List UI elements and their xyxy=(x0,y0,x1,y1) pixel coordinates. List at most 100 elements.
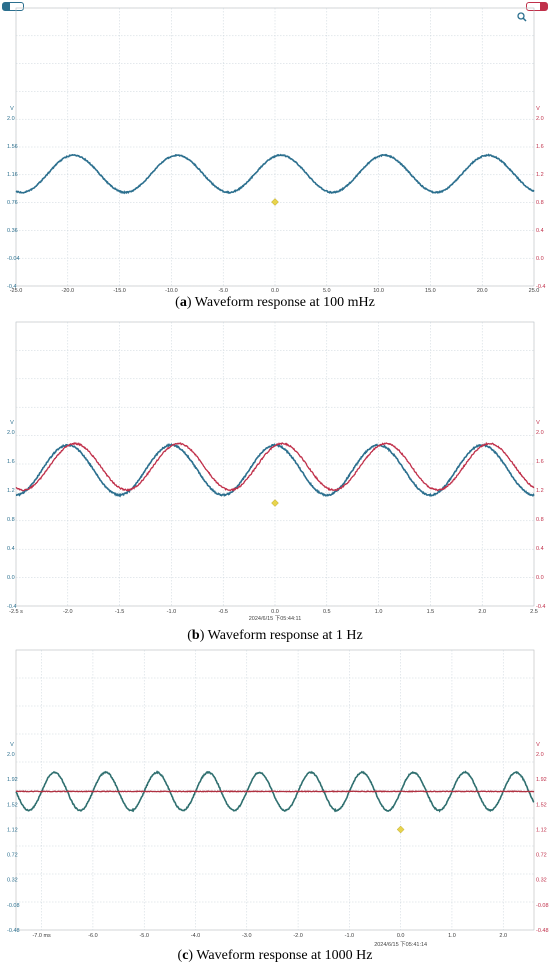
y-left-tick-label: 0.4 xyxy=(7,546,15,552)
x-tick-label: -1.0 xyxy=(167,609,176,615)
caption-c-text: Waveform response at 1000 Hz xyxy=(196,948,372,963)
caption-c: (c) Waveform response at 1000 Hz xyxy=(0,948,550,964)
x-tick-label: 0.0 xyxy=(397,933,405,939)
y-right-tick-label: 0.0 xyxy=(536,256,544,262)
y-right-tick-label: 1.6 xyxy=(536,144,544,150)
x-tick-label: 20.0 xyxy=(477,288,488,294)
y-left-unit: V xyxy=(10,106,14,112)
waveform-chart-b: -2.5 s -2.0 -1.5 -1.0 -0.5 0.0 0.5 1.0 1.5 2.0 2.5… xyxy=(0,320,550,620)
x-tick-label: 0.5 xyxy=(323,609,331,615)
x-tick-label: 1.0 xyxy=(375,609,383,615)
y-right-tick-label: 0.0 xyxy=(536,575,544,581)
y-left-tick-label: -0.4 xyxy=(7,284,16,290)
trigger-marker[interactable] xyxy=(272,199,279,206)
chart-panel-b: -2.5 s -2.0 -1.5 -1.0 -0.5 0.0 0.5 1.0 1.5 2.0 2.5… xyxy=(0,320,550,650)
x-tick-label: -1.5 xyxy=(115,609,124,615)
timestamp-label: 2024/6/15 下05:41:14 xyxy=(374,941,427,948)
y-right-unit: V xyxy=(536,420,540,426)
y-right-tick-label: 0.4 xyxy=(536,546,544,552)
x-tick-label: 5.0 xyxy=(323,288,331,294)
y-left-tick-label: 1.16 xyxy=(7,172,18,178)
x-tick-label: 0.0 xyxy=(271,609,279,615)
y-left-tick-label: -0.04 xyxy=(7,256,20,262)
y-left-tick-label: 0.32 xyxy=(7,878,18,884)
x-tick-label: -2.0 xyxy=(63,609,72,615)
y-right-tick-label: 2.0 xyxy=(536,116,544,122)
y-right-unit: V xyxy=(536,106,540,112)
y-right-tick-label: 0.32 xyxy=(536,878,547,884)
caption-b-text: Waveform response at 1 Hz xyxy=(208,628,363,643)
y-right-tick-label: 0.4 xyxy=(536,228,544,234)
y-right-tick-label: 0.8 xyxy=(536,200,544,206)
y-right-tick-label: 0.72 xyxy=(536,853,547,859)
y-right-tick-label: 1.12 xyxy=(536,827,547,833)
x-tick-label: -6.0 xyxy=(88,933,97,939)
y-left-tick-label: 0.8 xyxy=(7,517,15,523)
y-left-tick-label: 0.76 xyxy=(7,200,18,206)
y-left-tick-label: 0.72 xyxy=(7,853,18,859)
y-right-tick-label: 1.6 xyxy=(536,459,544,465)
caption-b-label: b xyxy=(192,628,200,643)
x-tick-label: -5.0 xyxy=(218,288,227,294)
y-right-tick-label: -0.4 xyxy=(536,284,545,290)
y-left-tick-label: -0.08 xyxy=(7,903,20,909)
y-left-tick-label: 2.0 xyxy=(7,752,15,758)
y-right-tick-label: 0.8 xyxy=(536,517,544,523)
x-tick-label: -10.0 xyxy=(165,288,178,294)
x-tick-label: -15.0 xyxy=(113,288,126,294)
trigger-marker[interactable] xyxy=(397,826,404,833)
series-line-2 xyxy=(16,791,534,792)
x-tick-label: 0.0 xyxy=(271,288,279,294)
y-right-tick-label: 1.92 xyxy=(536,777,547,783)
chart-panel-a: -25.0 -20.0 -15.0 -10.0 -5.0 0.0 5.0 10.0 15.0 20… xyxy=(0,0,550,320)
y-left-unit: V xyxy=(10,420,14,426)
caption-b: (b) Waveform response at 1 Hz xyxy=(0,628,550,644)
x-tick-label: 15.0 xyxy=(425,288,436,294)
y-right-tick-label: 1.2 xyxy=(536,172,544,178)
y-right-tick-label: 1.52 xyxy=(536,802,547,808)
y-left-tick-label: 1.12 xyxy=(7,827,18,833)
y-right-tick-label: -0.08 xyxy=(536,903,549,909)
y-right-tick-label: -0.48 xyxy=(536,928,549,934)
x-tick-label: -0.5 xyxy=(218,609,227,615)
y-right-unit: V xyxy=(536,742,540,748)
y-left-tick-label: -0.48 xyxy=(7,928,20,934)
y-left-tick-label: 1.52 xyxy=(7,802,18,808)
x-tick-label: 1.5 xyxy=(427,609,435,615)
x-tick-label: 10.0 xyxy=(373,288,384,294)
x-tick-label: -1.0 xyxy=(345,933,354,939)
zoom-icon[interactable] xyxy=(518,13,526,21)
y-right-tick-label: 2.0 xyxy=(536,430,544,436)
y-left-tick-label: 1.6 xyxy=(7,459,15,465)
x-tick-label: -5.0 xyxy=(139,933,148,939)
timestamp-label: 2024/6/15 下05:44:11 xyxy=(249,615,302,622)
y-left-tick-label: 1.2 xyxy=(7,488,15,494)
caption-a-label: a xyxy=(180,295,187,310)
caption-a-text: Waveform response at 100 mHz xyxy=(195,295,375,310)
x-tick-label: -7.0 ms xyxy=(32,933,51,939)
y-left-tick-label: 1.56 xyxy=(7,144,18,150)
y-left-unit: V xyxy=(10,742,14,748)
y-left-tick-label: 2.0 xyxy=(7,116,15,122)
y-left-tick-label: 0.36 xyxy=(7,228,18,234)
x-tick-label: 2.0 xyxy=(499,933,507,939)
waveform-chart-c: -7.0 ms -6.0 -5.0 -4.0 -3.0 -2.0 -1.0 0.0 1.0 2.0… xyxy=(0,650,550,950)
caption-c-label: c xyxy=(182,948,188,963)
waveform-chart-a: -25.0 -20.0 -15.0 -10.0 -5.0 0.0 5.0 10.0 15.0 20… xyxy=(0,0,550,300)
y-left-tick-label: -0.4 xyxy=(7,604,16,610)
x-tick-label: -2.0 xyxy=(293,933,302,939)
x-tick-label: 2.0 xyxy=(478,609,486,615)
y-right-tick-label: 1.2 xyxy=(536,488,544,494)
chart-panel-c: -7.0 ms -6.0 -5.0 -4.0 -3.0 -2.0 -1.0 0.0 1.0 2.0… xyxy=(0,650,550,972)
caption-a: (a) Waveform response at 100 mHz xyxy=(0,295,550,311)
y-left-tick-label: 0.0 xyxy=(7,575,15,581)
y-right-tick-label: 2.0 xyxy=(536,752,544,758)
x-tick-label: -20.0 xyxy=(62,288,75,294)
x-tick-label: -3.0 xyxy=(242,933,251,939)
y-left-tick-label: 2.0 xyxy=(7,430,15,436)
y-left-tick-label: 1.92 xyxy=(7,777,18,783)
y-right-tick-label: -0.4 xyxy=(536,604,545,610)
x-tick-label: -4.0 xyxy=(191,933,200,939)
x-tick-label: 1.0 xyxy=(448,933,456,939)
trigger-marker[interactable] xyxy=(272,500,279,507)
